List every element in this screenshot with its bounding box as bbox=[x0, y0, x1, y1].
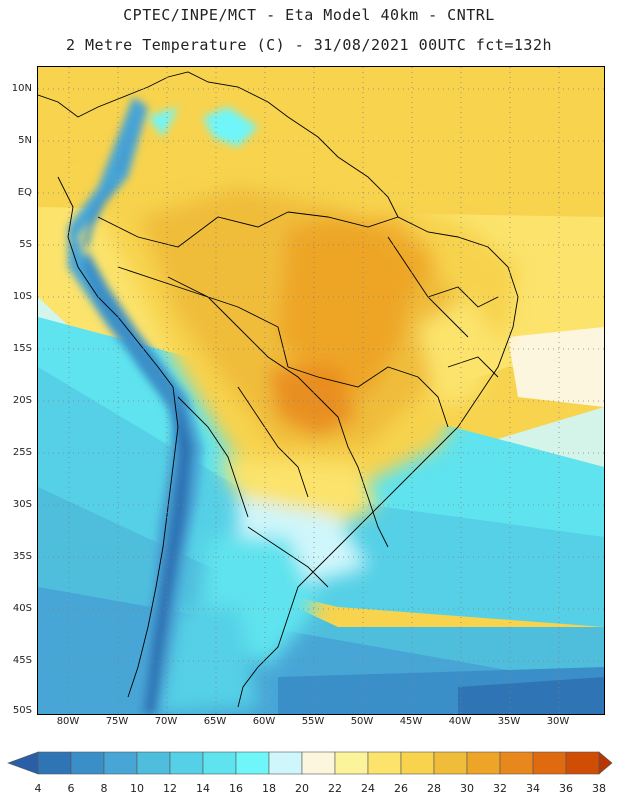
colorbar-swatch bbox=[433, 751, 468, 775]
colorbar-label-14: 14 bbox=[196, 782, 210, 795]
colorbar-swatch bbox=[565, 751, 600, 775]
colorbar-swatch bbox=[532, 751, 567, 775]
colorbar-swatch bbox=[367, 751, 402, 775]
colorbar-label-6: 6 bbox=[67, 782, 75, 795]
colorbar-swatch bbox=[400, 751, 435, 775]
lat-label-20s: 20S bbox=[12, 395, 32, 406]
lat-label-5n: 5N bbox=[18, 135, 32, 146]
colorbar-label-32: 32 bbox=[493, 782, 507, 795]
colorbar-label-18: 18 bbox=[262, 782, 276, 795]
lat-label-eq: EQ bbox=[17, 187, 32, 198]
colorbar-swatch bbox=[334, 751, 369, 775]
map-title-line1: CPTEC/INPE/MCT - Eta Model 40km - CNTRL bbox=[123, 6, 495, 24]
lat-label-25s: 25S bbox=[12, 447, 32, 458]
colorbar-swatch bbox=[301, 751, 336, 775]
lon-label-50w: 50W bbox=[350, 716, 374, 727]
colorbar-label-30: 30 bbox=[460, 782, 474, 795]
southern-coldest-band bbox=[458, 677, 604, 714]
colorbar-arrow-left bbox=[7, 751, 39, 775]
colorbar-label-16: 16 bbox=[229, 782, 243, 795]
south-ocean-band bbox=[38, 487, 604, 687]
lon-label-60w: 60W bbox=[252, 716, 276, 727]
colorbar-swatch bbox=[136, 751, 171, 775]
colorbar-label-10: 10 bbox=[130, 782, 144, 795]
colorbar-arrow-right bbox=[598, 751, 613, 775]
colorbar-label-28: 28 bbox=[427, 782, 441, 795]
colorbar-label-20: 20 bbox=[295, 782, 309, 795]
colorbar-swatch bbox=[103, 751, 138, 775]
lon-label-30w: 30W bbox=[546, 716, 570, 727]
lat-label-30s: 30S bbox=[12, 499, 32, 510]
atlantic-pale-patch bbox=[508, 327, 604, 407]
lat-label-5s: 5S bbox=[19, 239, 32, 250]
colorbar-label-22: 22 bbox=[328, 782, 342, 795]
colorbar-label-36: 36 bbox=[559, 782, 573, 795]
colorbar-label-34: 34 bbox=[526, 782, 540, 795]
colorbar-label-26: 26 bbox=[394, 782, 408, 795]
colorbar-swatch bbox=[466, 751, 501, 775]
lat-label-10s: 10S bbox=[12, 291, 32, 302]
map-canvas bbox=[38, 67, 604, 714]
andes-cold-ridge bbox=[68, 97, 258, 714]
lon-label-55w: 55W bbox=[301, 716, 325, 727]
map-title-line2: 2 Metre Temperature (C) - 31/08/2021 00U… bbox=[65, 36, 553, 54]
lon-label-35w: 35W bbox=[497, 716, 521, 727]
lat-label-10n: 10N bbox=[11, 83, 32, 94]
lon-label-75w: 75W bbox=[105, 716, 129, 727]
colorbar-swatch bbox=[268, 751, 303, 775]
colorbar-label-38: 38 bbox=[592, 782, 606, 795]
colorbar-swatch bbox=[70, 751, 105, 775]
lon-label-80w: 80W bbox=[56, 716, 80, 727]
lon-label-45w: 45W bbox=[399, 716, 423, 727]
lon-label-70w: 70W bbox=[154, 716, 178, 727]
temperature-colorbar bbox=[7, 751, 613, 775]
temperature-map bbox=[37, 66, 605, 715]
colorbar-label-4: 4 bbox=[34, 782, 42, 795]
lon-label-65w: 65W bbox=[203, 716, 227, 727]
lat-label-50s: 50S bbox=[12, 705, 32, 716]
colorbar-swatch bbox=[202, 751, 237, 775]
colorbar-swatch bbox=[499, 751, 534, 775]
lat-label-15s: 15S bbox=[12, 343, 32, 354]
colorbar-swatch bbox=[37, 751, 72, 775]
colorbar-swatch bbox=[169, 751, 204, 775]
colorbar-swatch bbox=[235, 751, 270, 775]
lat-label-35s: 35S bbox=[12, 551, 32, 562]
lon-label-40w: 40W bbox=[448, 716, 472, 727]
lat-label-40s: 40S bbox=[12, 603, 32, 614]
colorbar-label-12: 12 bbox=[163, 782, 177, 795]
colorbar-label-8: 8 bbox=[100, 782, 108, 795]
lat-label-45s: 45S bbox=[12, 655, 32, 666]
colorbar-label-24: 24 bbox=[361, 782, 375, 795]
